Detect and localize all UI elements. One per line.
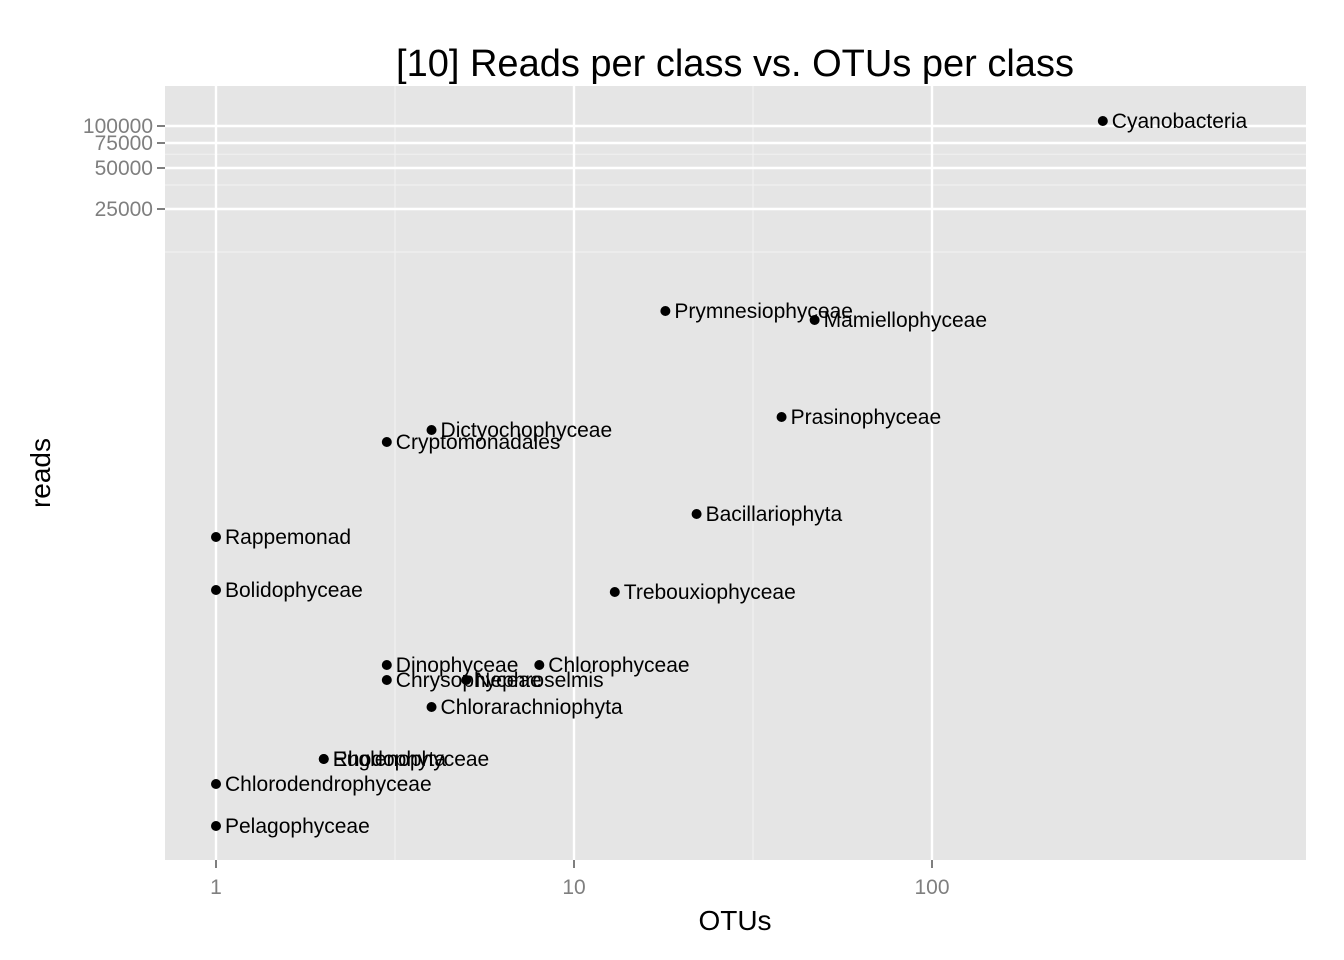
y-tick-label: 100000 (83, 115, 153, 138)
data-point (426, 702, 437, 712)
point-label: Pelagophyceae (225, 815, 370, 838)
data-point (211, 779, 221, 789)
y-tick-label: 75000 (95, 132, 153, 155)
point-label: Chlorodendrophyceae (225, 773, 432, 796)
y-tick-label: 25000 (95, 198, 153, 221)
data-point (776, 412, 787, 422)
point-label: Bacillariophyta (706, 503, 843, 526)
point-label: Dinophyceae (396, 654, 519, 677)
data-point (318, 754, 329, 764)
point-label: Dictyochophyceae (441, 419, 613, 442)
plot-panel (165, 86, 1306, 860)
data-point (534, 660, 545, 670)
y-tick-label: 50000 (95, 157, 153, 180)
data-point (381, 675, 392, 685)
data-point (426, 425, 437, 435)
point-label: Rhodophyta (333, 748, 447, 771)
point-label: Rappemonad (225, 526, 351, 549)
point-label: Prasinophyceae (791, 406, 942, 429)
data-point (381, 437, 392, 447)
data-point (211, 585, 221, 595)
data-point (1097, 116, 1108, 126)
y-axis-title: reads (25, 438, 56, 508)
data-point (691, 509, 702, 519)
point-label: Prymnesiophyceae (674, 300, 853, 323)
data-point (211, 821, 221, 831)
point-label: Chlorarachniophyta (441, 696, 623, 719)
point-label: Bolidophyceae (225, 579, 363, 602)
point-label: Trebouxiophyceae (624, 581, 796, 604)
point-label: Euglenophyceae (333, 748, 489, 771)
gridlines (165, 86, 1306, 860)
x-axis-title: OTUs (698, 905, 771, 936)
point-label: Cyanobacteria (1112, 110, 1248, 133)
data-point (461, 675, 472, 685)
x-tick-label: 10 (562, 876, 585, 899)
data-point (609, 587, 620, 597)
data-points: Cyanobacteria PrymnesiophyceaeMamiellophy… (211, 110, 1248, 838)
data-point (381, 660, 392, 670)
x-tick-label: 1 (210, 876, 222, 899)
point-label: Cryptomonadales (396, 431, 561, 454)
point-label: Mamiellophyceae (824, 309, 987, 332)
data-point (211, 532, 221, 542)
point-label: Nephroselmis (475, 669, 603, 692)
x-tick-label: 100 (914, 876, 949, 899)
data-point (660, 306, 671, 316)
data-point (809, 315, 820, 325)
point-label: Chlorophyceae (548, 654, 689, 677)
chart-title: [10] Reads per class vs. OTUs per class (396, 43, 1074, 85)
